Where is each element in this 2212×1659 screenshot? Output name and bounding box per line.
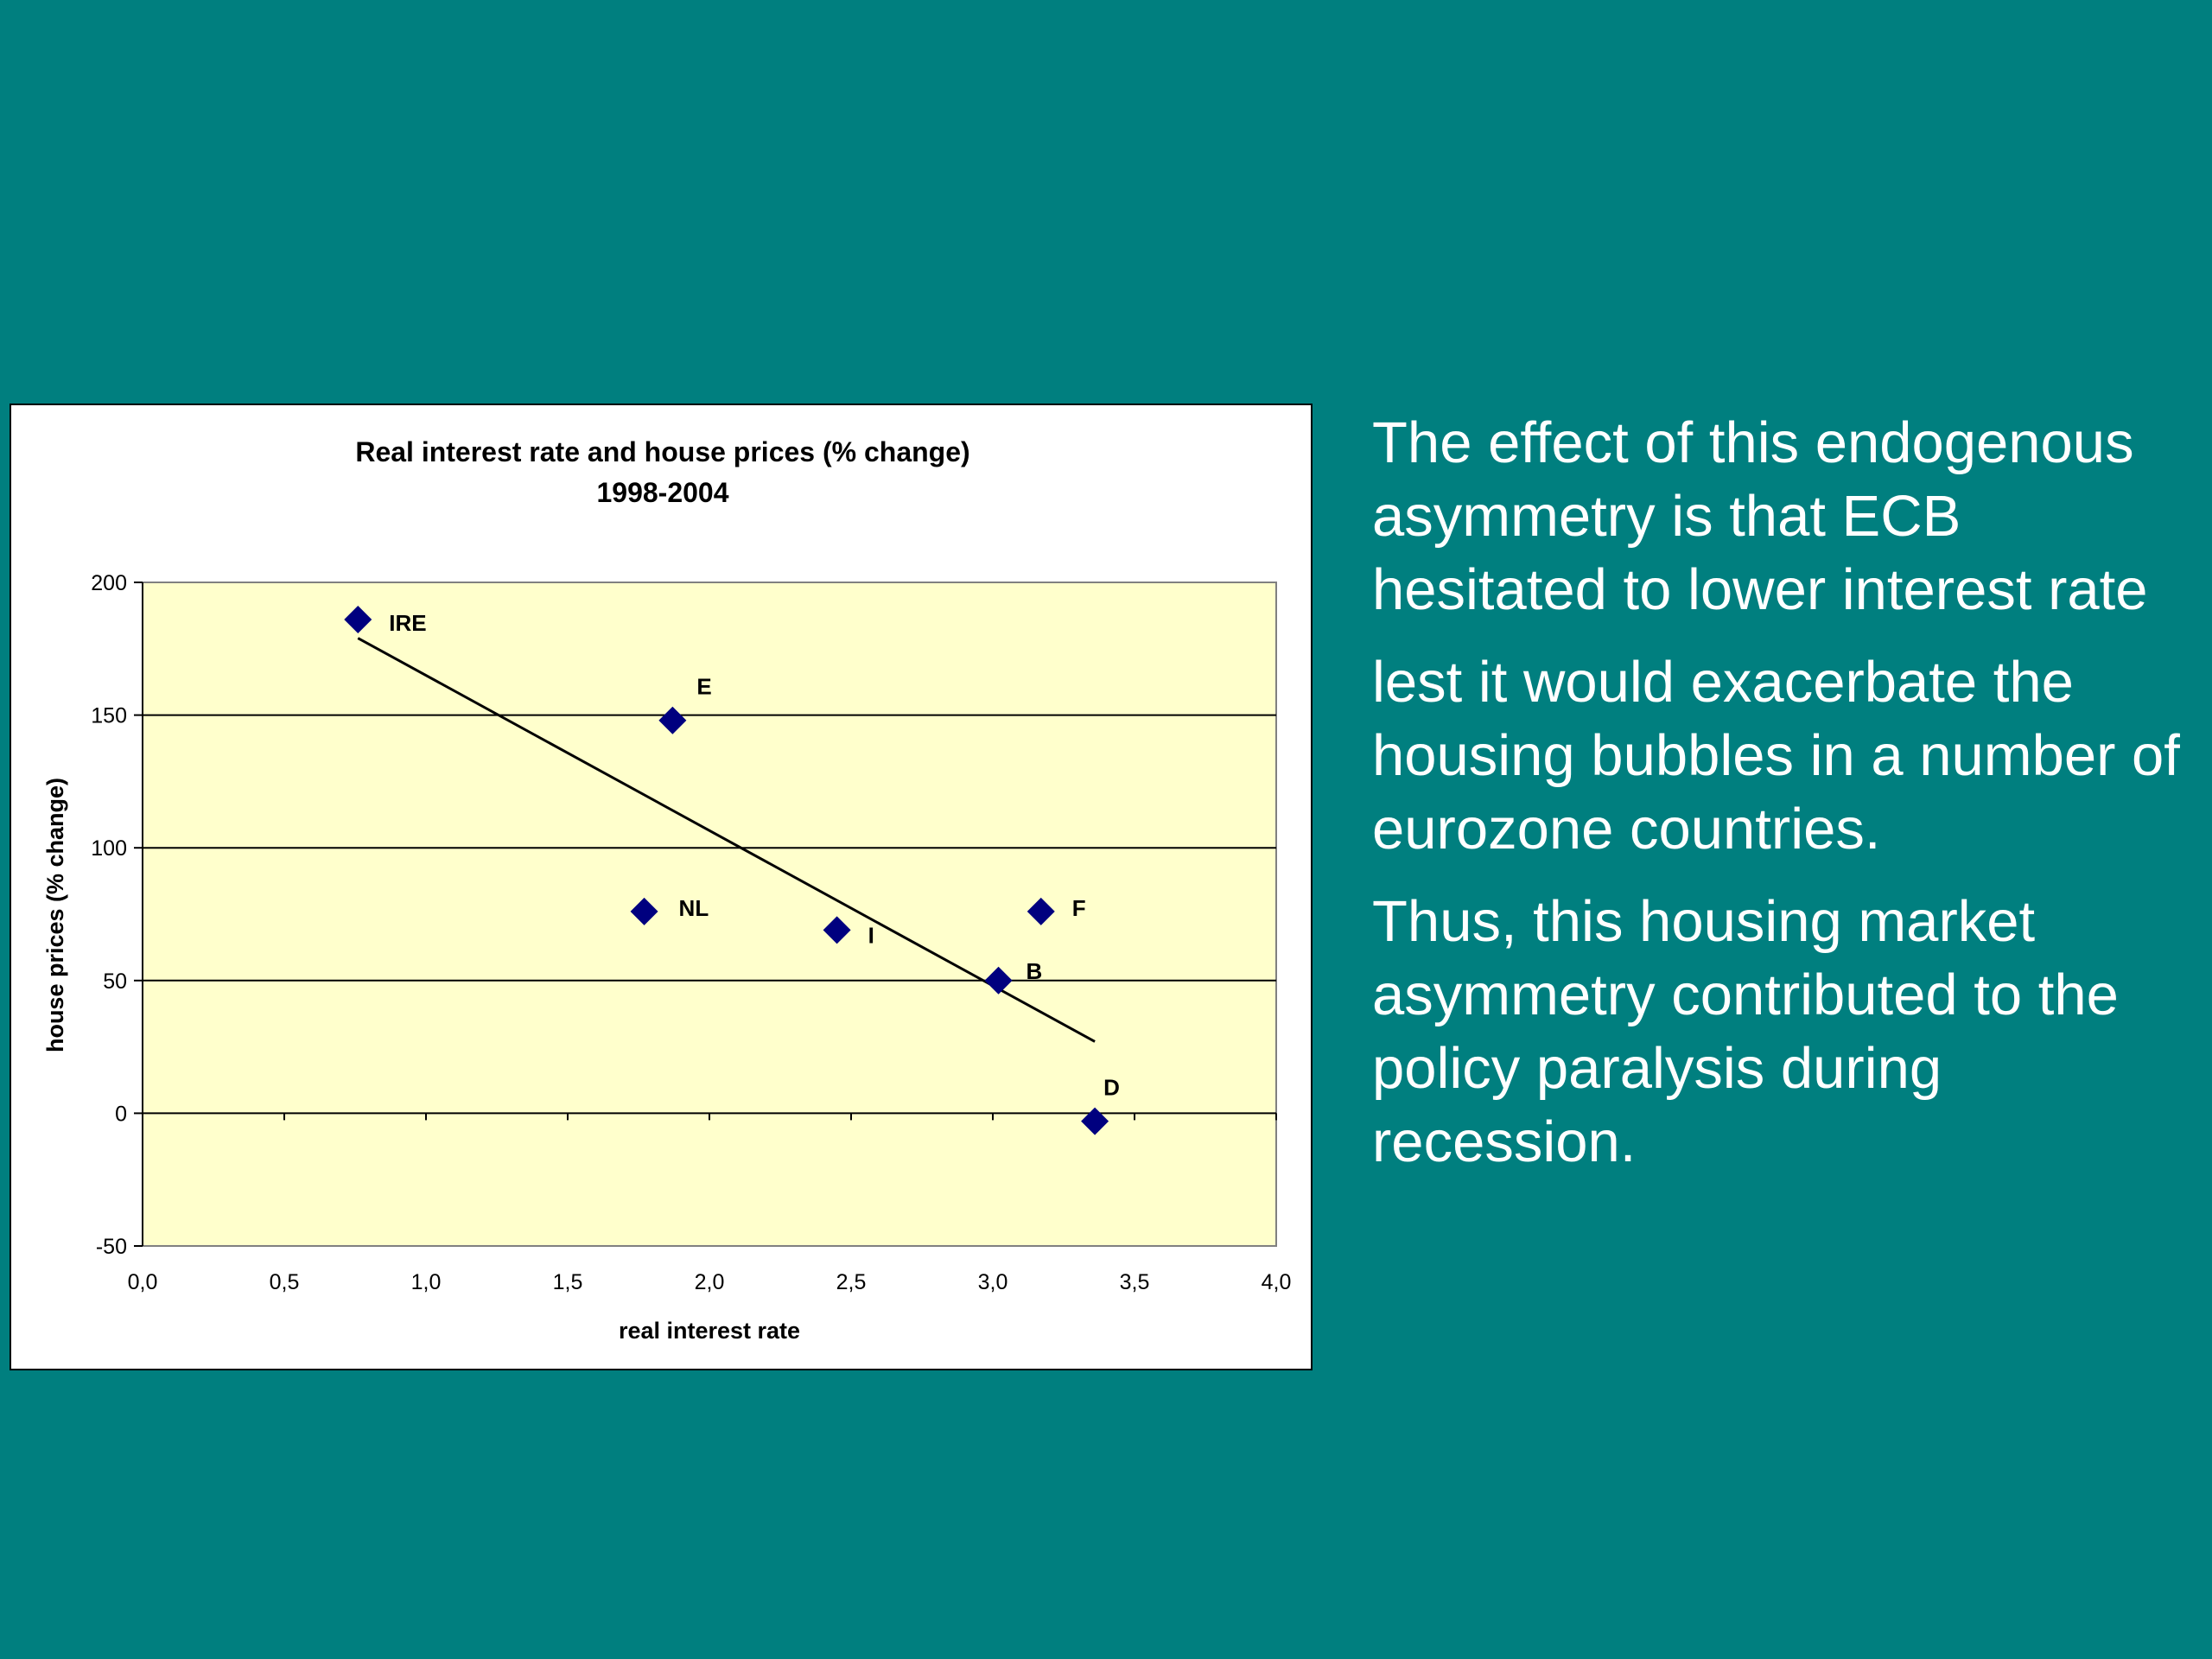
slide-text: The effect of this endogenous asymmetry … — [1372, 406, 2193, 1198]
y-tick-label: 50 — [103, 969, 127, 994]
data-points — [344, 606, 1109, 1135]
x-tick-label: 1,5 — [553, 1270, 583, 1294]
data-point-d — [1081, 1107, 1109, 1135]
data-point-i — [823, 916, 851, 944]
data-point-b — [984, 966, 1013, 995]
axes — [134, 582, 1277, 1247]
y-tick-label: 100 — [91, 836, 127, 861]
x-tick-label: 3,0 — [978, 1270, 1008, 1294]
x-tick-label: 3,5 — [1120, 1270, 1150, 1294]
paragraph-lest: lest it would exacerbate the housing bub… — [1372, 650, 2180, 861]
data-point-ire — [344, 606, 372, 634]
x-tick-label: 0,5 — [270, 1270, 300, 1294]
point-label-nl: NL — [679, 895, 709, 921]
chart-frame: Real interest rate and house prices (% c… — [10, 404, 1313, 1370]
x-tick-label: 2,0 — [695, 1270, 725, 1294]
data-point-e — [658, 706, 687, 734]
paragraph-thus: Thus, this housing market asymmetry cont… — [1372, 889, 2119, 1174]
point-label-i: I — [868, 922, 874, 948]
y-tick-label: 0 — [115, 1102, 127, 1126]
data-point-nl — [630, 897, 658, 925]
point-label-b: B — [1027, 958, 1043, 984]
chart-subtitle: 1998-2004 — [596, 477, 728, 508]
y-tick-label: -50 — [96, 1235, 127, 1259]
x-tick-label: 2,5 — [836, 1270, 867, 1294]
point-label-e: E — [696, 674, 711, 700]
x-tick-label: 0,0 — [128, 1270, 158, 1294]
y-tick-label: 200 — [91, 571, 127, 595]
paragraph-effect: The effect of this endogenous asymmetry … — [1372, 410, 2148, 622]
y-tick-label: 150 — [91, 704, 127, 728]
x-tick-label: 4,0 — [1262, 1270, 1292, 1294]
point-label-ire: IRE — [389, 610, 426, 636]
trendline-layer — [357, 637, 1096, 1043]
scatter-chart: Real interest rate and house prices (% c… — [42, 436, 1291, 1344]
chart-title: Real interest rate and house prices (% c… — [355, 436, 969, 467]
point-label-d: D — [1103, 1075, 1120, 1101]
grid-lines — [143, 714, 1276, 982]
x-tick-label: 1,0 — [411, 1270, 442, 1294]
plot-area — [142, 582, 1277, 1247]
x-axis-title: real interest rate — [619, 1318, 800, 1344]
point-label-f: F — [1072, 895, 1086, 921]
y-axis-title: house prices (% change) — [42, 778, 68, 1052]
trendline — [357, 637, 1096, 1043]
point-labels: IRE E NL I F B D — [389, 610, 1120, 1101]
tick-labels: -50 0 50 100 150 200 0,0 0,5 1,0 1,5 2,0 2,5 3,0 3,5 4… — [91, 571, 1291, 1294]
data-point-f — [1027, 897, 1055, 925]
